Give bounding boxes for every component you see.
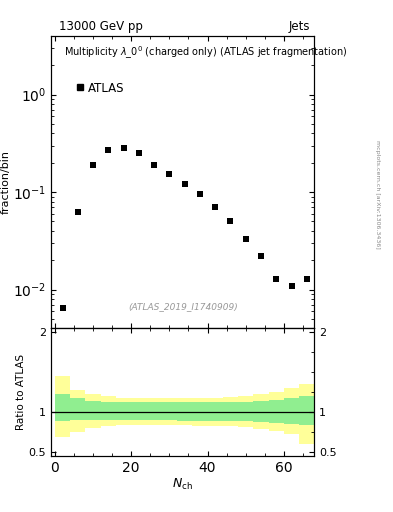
- Y-axis label: fraction/bin: fraction/bin: [0, 150, 10, 214]
- X-axis label: $N_{\rm{ch}}$: $N_{\rm{ch}}$: [172, 477, 193, 493]
- Y-axis label: Ratio to ATLAS: Ratio to ATLAS: [16, 354, 26, 430]
- Text: 13000 GeV pp: 13000 GeV pp: [59, 20, 143, 33]
- Text: (ATLAS_2019_I1740909): (ATLAS_2019_I1740909): [128, 302, 238, 311]
- Text: Jets: Jets: [289, 20, 310, 33]
- Text: Multiplicity $\lambda\_0^0$ (charged only) (ATLAS jet fragmentation): Multiplicity $\lambda\_0^0$ (charged onl…: [64, 45, 347, 61]
- Legend: ATLAS: ATLAS: [70, 77, 129, 99]
- Text: mcplots.cern.ch [arXiv:1306.3436]: mcplots.cern.ch [arXiv:1306.3436]: [375, 140, 380, 249]
